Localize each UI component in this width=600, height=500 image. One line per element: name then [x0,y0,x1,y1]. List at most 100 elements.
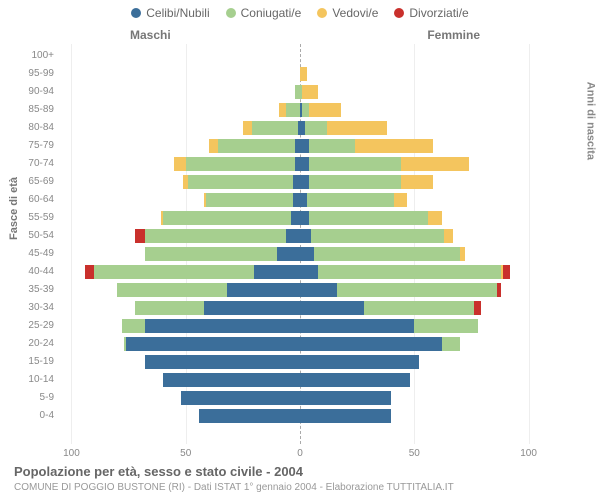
age-label: 45-49 [4,248,54,259]
age-label: 10-14 [4,374,54,385]
bar-seg-m-con [135,301,204,315]
bar-seg-m-ved [183,175,188,189]
pyramid-plot: 100+≤ 190395-991904-190890-941909-191385… [60,44,540,444]
bar-seg-f-cel [300,301,364,315]
bar-seg-f-con [309,139,355,153]
age-label: 100+ [4,50,54,61]
bar-seg-f-cel [300,391,391,405]
bar-seg-m-cel [227,283,300,297]
bar-seg-m-cel [181,391,300,405]
age-label: 5-9 [4,392,54,403]
bar-seg-f-con [442,337,460,351]
x-tick: 100 [520,448,537,459]
bar-seg-m-div [85,265,94,279]
age-label: 50-54 [4,230,54,241]
bar-seg-f-con [414,319,478,333]
age-label: 60-64 [4,194,54,205]
bar-seg-f-cel [300,175,309,189]
bar-seg-m-cel [199,409,300,423]
bar-seg-m-con [186,157,296,171]
bar-seg-f-cel [300,283,337,297]
bar-seg-m-con [188,175,293,189]
age-row [60,408,540,424]
bar-seg-f-ved [309,103,341,117]
bar-seg-f-div [497,283,502,297]
bar-seg-m-con [145,229,287,243]
age-label: 85-89 [4,104,54,115]
bar-seg-f-con [318,265,501,279]
bar-seg-f-ved [444,229,453,243]
bar-seg-f-con [337,283,497,297]
bar-seg-m-ved [243,121,252,135]
age-row [60,300,540,316]
bar-seg-m-ved [204,193,206,207]
x-tick: 50 [409,448,420,459]
legend-item: Divorziati/e [394,6,468,20]
bar-seg-m-div [135,229,144,243]
bar-seg-m-con [94,265,254,279]
bar-seg-f-con [309,175,400,189]
bar-seg-f-ved [394,193,408,207]
bar-seg-m-con [163,211,291,225]
age-label: 35-39 [4,284,54,295]
bar-seg-m-cel [277,247,300,261]
age-row [60,336,540,352]
bar-seg-f-div [474,301,481,315]
age-row [60,210,540,226]
legend-item: Coniugati/e [226,6,302,20]
header-females: Femmine [427,28,480,42]
age-row [60,246,540,262]
bar-seg-f-con [364,301,474,315]
bar-seg-f-cel [300,337,442,351]
bar-seg-f-cel [300,193,307,207]
age-label: 55-59 [4,212,54,223]
bar-seg-f-cel [300,265,318,279]
bar-seg-f-ved [327,121,386,135]
age-row [60,192,540,208]
bar-seg-f-cel [300,355,419,369]
age-label: 20-24 [4,338,54,349]
bar-seg-f-ved [300,67,307,81]
bar-seg-m-cel [126,337,300,351]
bar-seg-m-con [124,337,126,351]
legend-item: Celibi/Nubili [131,6,209,20]
bar-seg-f-cel [300,319,414,333]
bar-seg-m-ved [209,139,218,153]
chart-title: Popolazione per età, sesso e stato civil… [14,464,303,479]
legend: Celibi/NubiliConiugati/eVedovi/eDivorzia… [0,6,600,21]
age-label: 0-4 [4,410,54,421]
age-label: 40-44 [4,266,54,277]
bar-seg-f-ved [460,247,465,261]
bar-seg-m-con [252,121,298,135]
age-row [60,354,540,370]
bar-seg-m-cel [163,373,300,387]
bar-seg-m-con [286,103,300,117]
bar-seg-m-cel [145,319,300,333]
bar-seg-f-cel [300,373,410,387]
bar-seg-f-ved [401,157,470,171]
bar-seg-m-con [145,247,278,261]
x-tick: 50 [180,448,191,459]
bar-seg-f-con [307,193,394,207]
bar-seg-f-cel [300,211,309,225]
age-label: 70-74 [4,158,54,169]
bar-seg-m-ved [161,211,163,225]
age-row [60,138,540,154]
age-label: 95-99 [4,68,54,79]
age-row [60,372,540,388]
bar-seg-m-cel [293,175,300,189]
age-row [60,102,540,118]
bar-seg-f-ved [355,139,433,153]
age-row [60,228,540,244]
bar-seg-m-con [218,139,296,153]
age-label: 80-84 [4,122,54,133]
age-row [60,318,540,334]
bar-seg-m-ved [174,157,185,171]
bar-seg-m-con [206,193,293,207]
ylabel-right: Anni di nascita [584,82,596,160]
x-tick: 100 [63,448,80,459]
age-row [60,66,540,82]
age-row [60,174,540,190]
bar-seg-f-ved [302,85,318,99]
bar-seg-f-cel [300,157,309,171]
